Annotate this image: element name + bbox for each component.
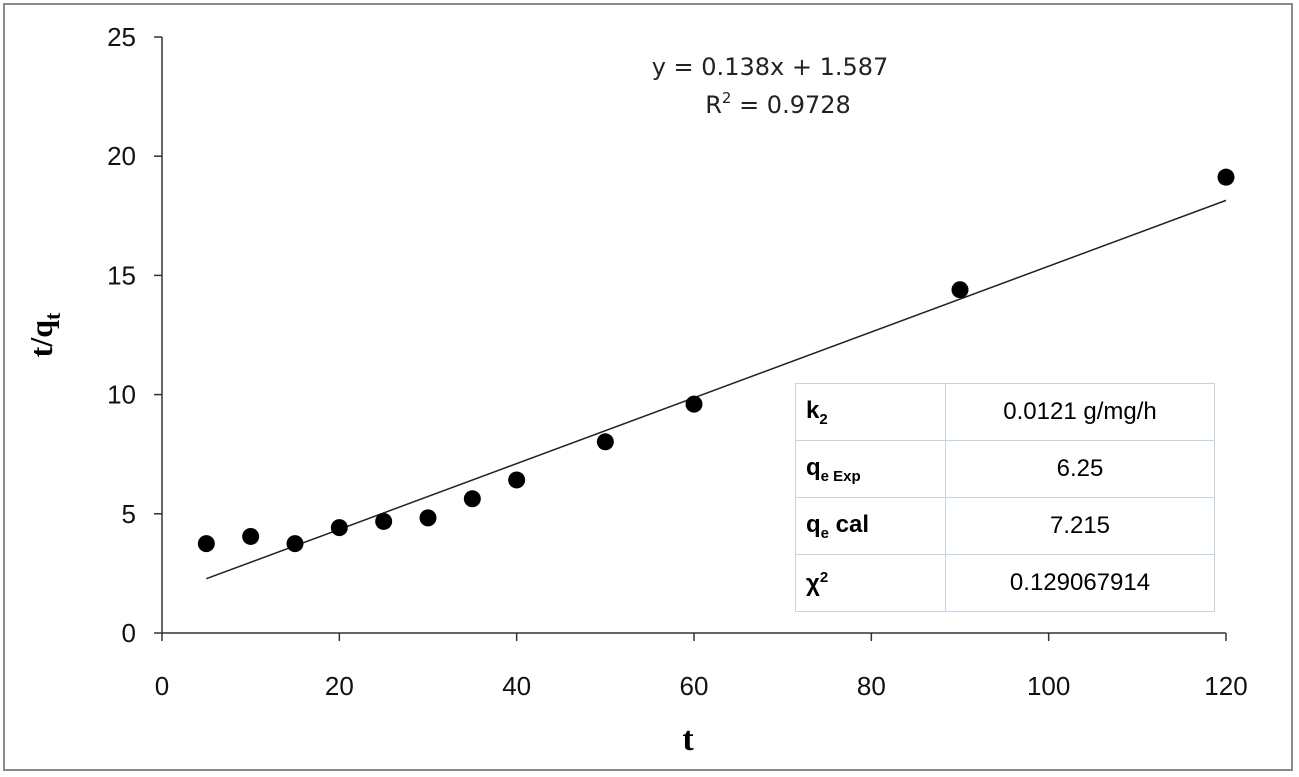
r-squared-prefix: R xyxy=(705,91,722,119)
data-point xyxy=(508,471,526,489)
parameter-row: χ2 0.129067914 xyxy=(795,554,1215,612)
parameter-value: 6.25 xyxy=(945,440,1215,498)
parameter-row: qe Exp 6.25 xyxy=(795,440,1215,498)
y-tick-label: 25 xyxy=(107,22,136,52)
x-tick-label: 100 xyxy=(1027,671,1070,701)
y-tick-label: 20 xyxy=(107,141,136,171)
trendline-layer xyxy=(206,199,1227,580)
kinetic-parameters-body: k2 0.0121 g/mg/h qe Exp 6.25 qe cal 7.215 χ2 0.… xyxy=(795,383,1215,612)
parameter-row: k2 0.0121 g/mg/h xyxy=(795,383,1215,441)
parameter-symbol: q xyxy=(806,453,821,481)
data-point xyxy=(463,490,481,508)
x-tick-label: 60 xyxy=(680,671,709,701)
r-squared-label: R2 = 0.9728 xyxy=(705,89,851,119)
parameter-name: k2 xyxy=(795,383,946,441)
data-point xyxy=(951,281,969,299)
parameter-subscript: 2 xyxy=(819,410,828,428)
y-tick-label: 15 xyxy=(107,260,136,290)
y-tick-label: 5 xyxy=(122,499,136,529)
y-axis-label: t/qt xyxy=(23,312,65,357)
x-tick-label: 20 xyxy=(325,671,354,701)
data-point xyxy=(375,512,393,530)
y-tick-label: 0 xyxy=(122,618,136,648)
parameter-value: 0.0121 g/mg/h xyxy=(945,383,1215,441)
r-squared-exponent: 2 xyxy=(722,89,732,107)
parameter-name: qe Exp xyxy=(795,440,946,498)
kinetic-parameters-table: k2 0.0121 g/mg/h qe Exp 6.25 qe cal 7.215 χ2 0.… xyxy=(795,383,1215,612)
data-point xyxy=(286,535,304,553)
r-squared-value: = 0.9728 xyxy=(731,91,850,119)
data-point xyxy=(197,535,215,553)
trendline-equation: y = 0.138x + 1.587 xyxy=(652,53,889,81)
data-points xyxy=(197,168,1235,553)
y-tick-label: 10 xyxy=(107,380,136,410)
tick-labels: 0 5 10 15 20 25 0 20 40 60 80 100 120 xyxy=(107,22,1248,701)
x-tick-label: 80 xyxy=(857,671,886,701)
parameter-value: 0.129067914 xyxy=(945,554,1215,612)
data-point xyxy=(685,395,703,413)
parameter-name: qe cal xyxy=(795,497,946,555)
parameter-subscript: e xyxy=(820,524,830,542)
x-axis-label: t xyxy=(682,721,694,758)
parameter-symbol: q xyxy=(806,510,821,538)
linear-trendline xyxy=(206,199,1227,580)
data-point xyxy=(1217,168,1235,186)
data-point xyxy=(596,433,614,451)
y-axis-label-group: t/qt xyxy=(23,312,65,357)
data-point xyxy=(242,527,260,545)
data-point xyxy=(419,509,437,527)
parameter-suffix: cal xyxy=(829,510,870,538)
parameter-subscript: e Exp xyxy=(820,467,861,485)
axes xyxy=(154,36,1227,641)
x-tick-label: 120 xyxy=(1204,671,1247,701)
x-tick-label: 0 xyxy=(155,671,169,701)
parameter-symbol: χ xyxy=(806,569,820,597)
data-point xyxy=(330,519,348,537)
parameter-symbol: k xyxy=(806,396,820,424)
parameter-row: qe cal 7.215 xyxy=(795,497,1215,555)
parameter-superscript: 2 xyxy=(819,568,829,586)
parameter-name: χ2 xyxy=(795,554,946,612)
parameter-value: 7.215 xyxy=(945,497,1215,555)
x-tick-label: 40 xyxy=(502,671,531,701)
y-axis-label-main: t/q xyxy=(23,320,59,358)
y-axis-label-subscript: t xyxy=(40,312,65,320)
